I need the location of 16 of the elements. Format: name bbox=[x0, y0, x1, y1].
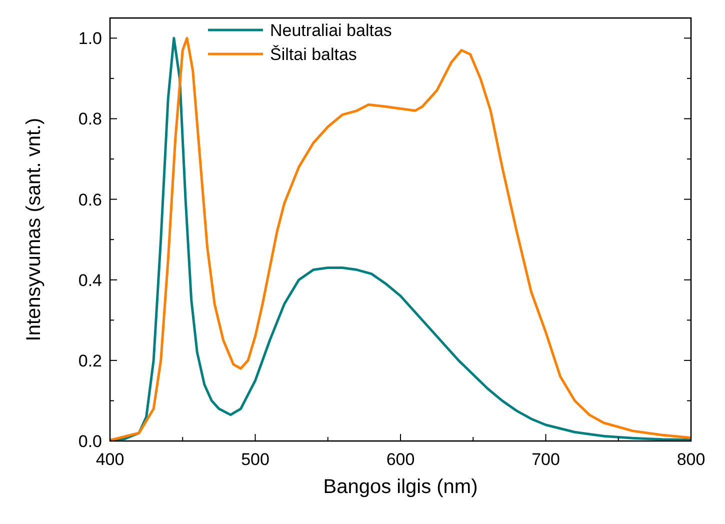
y-tick-label: 0.2 bbox=[78, 351, 102, 370]
x-tick-label: 700 bbox=[532, 450, 560, 469]
x-tick-label: 800 bbox=[676, 450, 706, 469]
x-axis-title: Bangos ilgis (nm) bbox=[323, 476, 478, 498]
x-tick-label: 600 bbox=[386, 450, 415, 469]
y-tick-label: 0.4 bbox=[78, 270, 102, 290]
legend-label: Neutraliai baltas bbox=[270, 21, 392, 40]
y-tick-label: 1.0 bbox=[78, 29, 102, 48]
y-tick-label: 0.0 bbox=[78, 432, 102, 451]
y-axis-title: Intensyvumas (sant. vnt.) bbox=[23, 118, 45, 342]
x-tick-label: 500 bbox=[241, 450, 270, 469]
x-tick-label: 400 bbox=[96, 450, 124, 469]
legend-label: Šiltai baltas bbox=[270, 45, 357, 64]
y-tick-label: 0.8 bbox=[78, 110, 102, 129]
line-series bbox=[110, 36, 691, 441]
y-tick-label: 0.6 bbox=[78, 190, 102, 210]
